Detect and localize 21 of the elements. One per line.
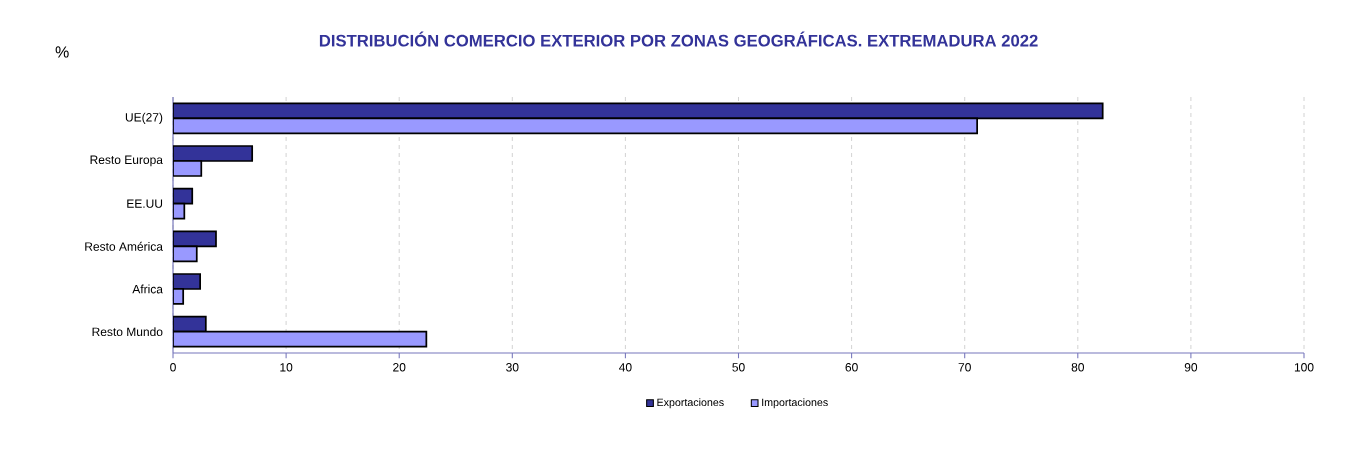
x-tick-label: 60 — [845, 363, 858, 372]
y-tick-label: Resto Europa — [90, 155, 163, 167]
x-tick-label: 50 — [732, 363, 745, 372]
y-axis-title: % — [55, 46, 69, 58]
chart-title: DISTRIBUCIÓN COMERCIO EXTERIOR POR ZONAS GEOGRÁFICAS. EXTREMADURA 2022 — [319, 31, 1038, 47]
legend-label: Importaciones — [762, 398, 828, 409]
x-tick-label: 40 — [619, 363, 632, 372]
x-tick-label: 80 — [1071, 363, 1085, 372]
y-tick-label: Resto América — [85, 241, 163, 251]
x-tick-label: 100 — [1294, 363, 1314, 372]
x-tick-label: 90 — [1184, 363, 1198, 372]
x-tick-label: 70 — [958, 363, 971, 372]
x-tick-label: 20 — [393, 363, 406, 372]
y-tick-label: EE.UU — [127, 199, 163, 208]
x-tick-label: 10 — [280, 363, 293, 372]
y-tick-label: UE(27) — [125, 112, 163, 124]
y-tick-label: Resto Mundo — [92, 327, 163, 337]
legend-label: Exportaciones — [657, 398, 724, 409]
y-tick-label: Africa — [132, 284, 163, 294]
x-tick-label: 30 — [506, 363, 519, 372]
x-tick-label: 0 — [170, 363, 176, 372]
